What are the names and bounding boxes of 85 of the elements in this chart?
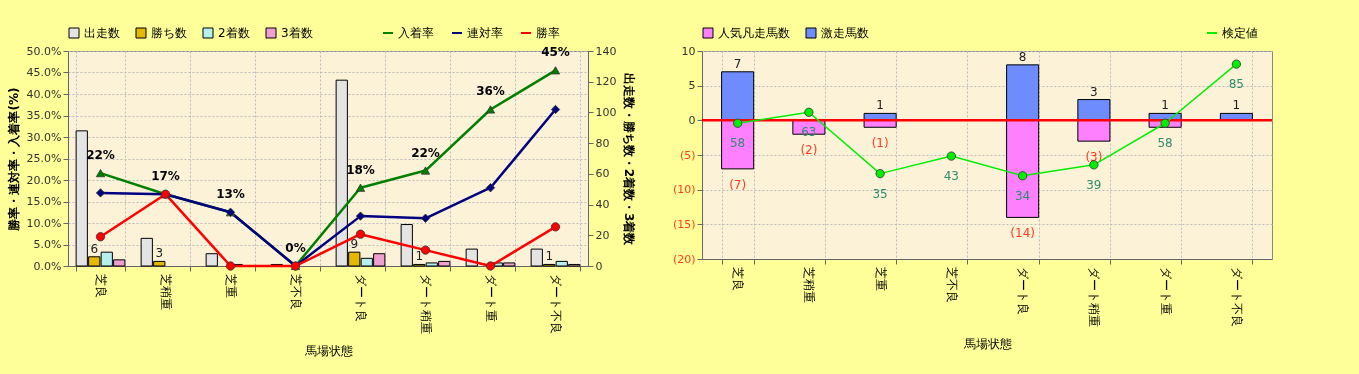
legend-label: 3着数 (281, 26, 313, 40)
x-axis-title: 馬場状態 (962, 336, 1012, 351)
data-label: (1) (871, 136, 889, 151)
x-tick-label: 芝重 (873, 266, 888, 291)
y-tick-label: (20) (672, 252, 696, 266)
data-label: (7) (729, 177, 747, 192)
y-tick-label: 20.0% (26, 173, 62, 187)
data-label: 1 (1161, 98, 1169, 113)
data-label: 17% (151, 169, 180, 184)
y-tick-label: (15) (672, 217, 696, 231)
x-tick-label: ダート重 (484, 273, 498, 322)
y2-tick-label: 100 (595, 105, 617, 119)
y-tick-label: 40.0% (26, 87, 62, 101)
data-label: 13% (216, 187, 245, 202)
legend-label: 人気凡走馬数 (718, 26, 790, 40)
legend-label: 2着数 (218, 26, 250, 40)
y-axis-title: 勝率・連対率・入着率(%) (6, 87, 21, 232)
data-label: 1 (415, 249, 424, 264)
y-tick-label: 25.0% (26, 152, 62, 165)
legend-label: 激走馬数 (821, 26, 869, 40)
data-label: 1 (1232, 98, 1241, 113)
data-label: 34 (1014, 188, 1031, 203)
legend-label: 勝率 (536, 26, 560, 40)
x-tick-label: 芝良 (731, 266, 746, 291)
data-label: (14) (1010, 226, 1035, 241)
y-tick-label: 45.0% (26, 66, 62, 79)
data-label: 43 (943, 169, 960, 184)
y2-axis-title: 出走数・勝ち数・2着数・3着数 (622, 72, 637, 247)
data-label: 58 (1157, 136, 1173, 151)
data-label: (2) (800, 143, 818, 158)
x-tick-label: 芝良 (94, 273, 108, 298)
x-tick-label: ダート重 (1158, 266, 1173, 315)
data-label: 7 (733, 56, 742, 71)
data-label: 45% (541, 45, 570, 60)
y2-tick-label: 0 (595, 259, 603, 273)
y-tick-label: 0.0% (33, 259, 62, 273)
x-tick-label: ダート良 (354, 273, 368, 322)
data-label: 35 (872, 186, 888, 201)
data-label: 22% (411, 145, 440, 160)
data-label: 9 (350, 237, 359, 252)
y-tick-label: 0 (688, 113, 696, 127)
x-tick-label: ダート不良 (1229, 266, 1244, 327)
y-tick-label: (10) (672, 183, 696, 197)
y-tick-label: 5.0% (33, 238, 62, 251)
x-tick-label: ダート不良 (549, 273, 563, 334)
data-label: 3 (155, 246, 164, 261)
data-label: (3) (1085, 150, 1103, 165)
data-label: 0% (285, 241, 306, 255)
data-label: 1 (545, 249, 554, 264)
x-axis-title: 馬場状態 (303, 343, 353, 358)
y-tick-label: 30.0% (26, 130, 62, 144)
x-tick-label: 芝稍重 (802, 266, 817, 303)
y2-tick-label: 80 (595, 136, 610, 150)
y2-tick-label: 140 (595, 44, 617, 58)
data-label: 3 (1090, 84, 1098, 99)
x-tick-label: 芝不良 (944, 266, 959, 303)
y2-tick-label: 20 (595, 228, 610, 242)
legend-label: 勝ち数 (151, 26, 187, 40)
legend-label: 入着率 (398, 26, 434, 40)
data-label: 39 (1086, 177, 1102, 192)
legend-label: 出走数 (84, 26, 120, 40)
legend-label: 検定値 (1222, 26, 1258, 40)
data-label: 1 (876, 98, 884, 113)
legend-label: 連対率 (467, 26, 503, 40)
y-tick-label: (5) (679, 148, 696, 162)
y-tick-label: 10.0% (26, 216, 62, 230)
y2-tick-label: 40 (595, 198, 610, 212)
x-tick-label: ダート稍重 (1087, 266, 1102, 327)
y-tick-label: 15.0% (26, 195, 62, 208)
data-label: 6 (90, 241, 99, 256)
y2-tick-label: 60 (595, 167, 610, 181)
data-label: 85 (1228, 77, 1245, 92)
data-label: 8 (1018, 49, 1027, 64)
y-tick-label: 10 (681, 44, 696, 58)
y-tick-label: 5 (688, 79, 696, 93)
x-tick-label: 芝重 (224, 273, 238, 298)
y-tick-label: 50.0% (26, 44, 62, 58)
data-label: 36% (476, 84, 505, 99)
data-label: 58 (729, 136, 746, 151)
x-tick-label: ダート良 (1016, 266, 1031, 315)
x-tick-label: 芝稍重 (159, 273, 173, 310)
y-tick-label: 35.0% (26, 109, 62, 122)
x-tick-label: 芝不良 (289, 273, 303, 310)
x-tick-label: ダート稍重 (419, 273, 433, 334)
y2-tick-label: 120 (595, 75, 617, 89)
